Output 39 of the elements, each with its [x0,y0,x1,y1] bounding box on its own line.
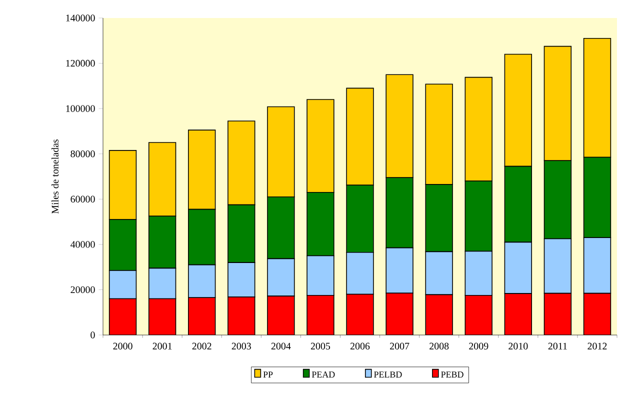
x-tick-label: 2008 [430,342,449,350]
x-tick-label: 2005 [310,342,330,350]
y-tick-label: 100000 [66,105,95,112]
y-tick-label: 80000 [70,150,95,158]
bar [188,297,216,335]
bar [544,292,572,335]
y-tick-label: 20000 [70,286,95,294]
legend-label: PEAD [312,372,335,378]
x-tick-label: 2000 [113,342,132,350]
bar [346,294,374,335]
x-tick-label: 2006 [350,342,370,350]
y-tick-label: 140000 [66,14,95,22]
x-tick-label: 2007 [390,342,410,350]
legend-label: PP [263,372,273,378]
y-tick-label: 40000 [70,241,95,248]
x-tick-label: 2001 [152,342,172,350]
x-tick-label: 2011 [548,342,567,350]
bar [386,292,414,335]
legend-label: PELBD [374,372,402,378]
bar [504,293,532,335]
y-tick-label: 60000 [70,196,95,202]
x-tick-label: 2003 [232,342,251,350]
x-tick-label: 2009 [469,342,488,350]
bar [148,298,176,335]
x-tick-label: 2010 [508,342,528,350]
x-tick-label: 2002 [192,342,212,350]
y-axis-title: Miles de toneladas [51,140,58,214]
x-tick-label: 2012 [588,342,607,350]
bar [108,298,137,335]
bar [228,296,256,335]
legend-label: PEBD [441,372,464,378]
bar [267,296,295,335]
bar [583,292,612,335]
bar [306,294,334,335]
y-tick-label: 120000 [66,60,95,67]
x-tick-label: 2004 [271,342,291,350]
bar [464,294,492,335]
y-tick-label: 0 [90,332,95,338]
bar [425,294,453,335]
